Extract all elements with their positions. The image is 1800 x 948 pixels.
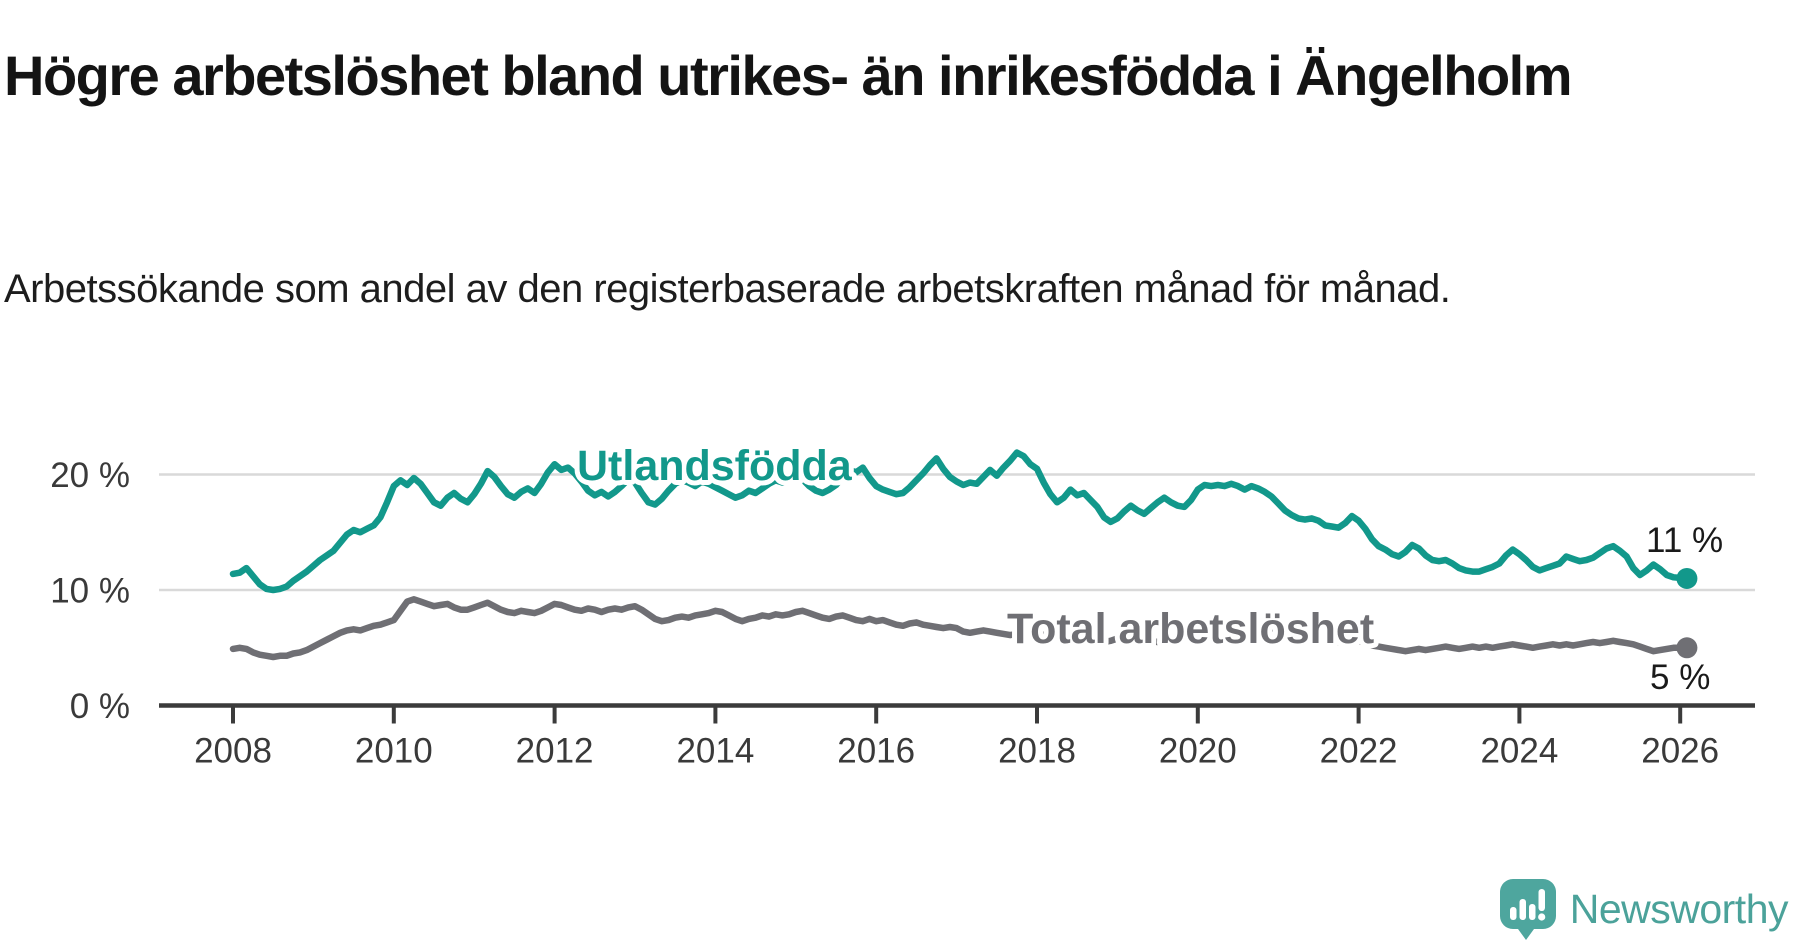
y-axis-tick-label: 20 % <box>50 456 130 495</box>
x-axis-tick-label: 2018 <box>998 732 1076 771</box>
x-axis-tick-label: 2012 <box>516 732 594 771</box>
series-end-dot-utlandsfodda <box>1676 567 1698 589</box>
series-line-total <box>229 596 1691 661</box>
brand-footer[interactable]: Newsworthy <box>1499 879 1789 940</box>
y-axis-tick-label: 0 % <box>70 687 130 726</box>
chart-subtitle: Arbetssökande som andel av den registerb… <box>4 267 1451 311</box>
series-end-dot-total <box>1676 637 1698 659</box>
x-axis-tick-label: 2016 <box>837 732 915 771</box>
axis-layer: 0 % 10 % 20 % 2008 2010 2012 2014 2016 2018 2020 2… <box>50 456 1755 771</box>
x-axis-tick-label: 2020 <box>1159 732 1237 771</box>
x-axis-tick-label: 2024 <box>1480 732 1558 771</box>
brand-name: Newsworthy <box>1569 886 1789 932</box>
x-axis-tick-label: 2008 <box>194 732 272 771</box>
series-end-value-label-total: 5 % <box>1650 658 1710 697</box>
series-line-utlandsfodda <box>229 449 1691 594</box>
series-inline-label-total: Total arbetslöshet <box>1007 605 1374 653</box>
y-axis-tick-label: 10 % <box>50 572 130 611</box>
series-layer <box>229 449 1691 661</box>
x-axis-tick-label: 2022 <box>1320 732 1398 771</box>
x-axis-tick-label: 2026 <box>1641 732 1719 771</box>
newsworthy-logo-icon <box>1499 879 1556 940</box>
series-inline-label-utlandsfodda: Utlandsfödda <box>577 442 853 490</box>
x-axis-tick-label: 2010 <box>355 732 433 771</box>
series-end-value-label-utlandsfodda: 11 % <box>1646 521 1723 560</box>
x-axis-tick-label: 2014 <box>676 732 754 771</box>
annotations-layer: Utlandsfödda 11 % Total arbetslöshet 5 % <box>572 437 1723 697</box>
gridlines-layer <box>159 473 1755 592</box>
chart-title: Högre arbetslöshet bland utrikes- än inr… <box>4 43 1573 107</box>
